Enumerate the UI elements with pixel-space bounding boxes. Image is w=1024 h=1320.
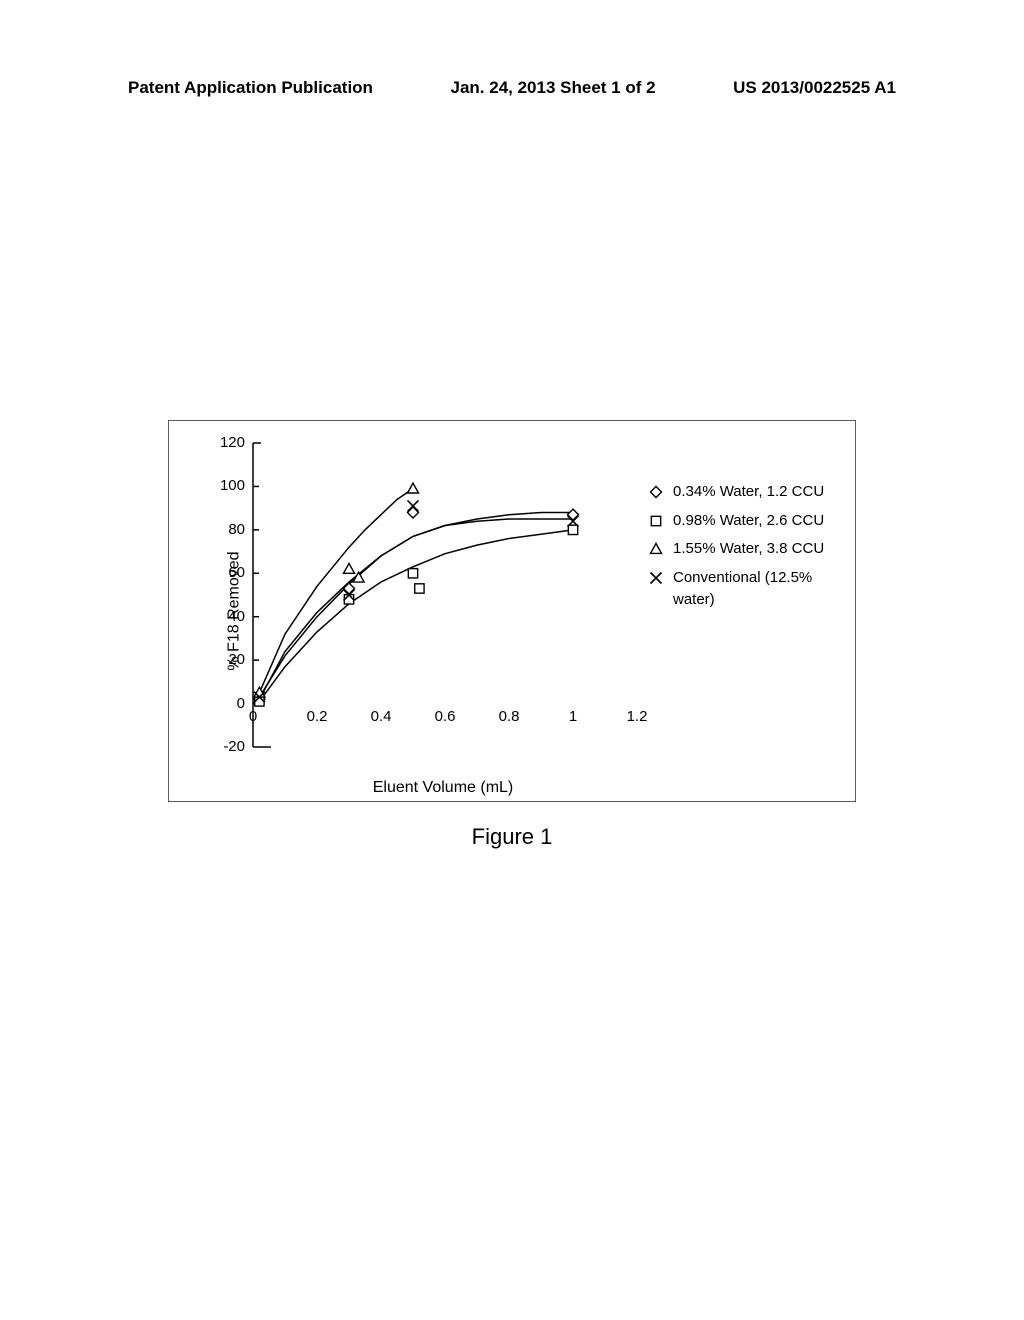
header-left: Patent Application Publication [128,78,373,98]
y-tick-label: 40 [205,608,245,625]
figure-1-container: % F18 Removed -2002040608010012000.20.40… [168,420,856,802]
figure-caption: Figure 1 [0,824,1024,850]
header-center: Jan. 24, 2013 Sheet 1 of 2 [451,78,656,98]
square-icon [647,512,665,530]
x-tick-label: 1 [558,708,588,725]
legend-label: 0.34% Water, 1.2 CCU [673,481,841,504]
y-tick-label: 120 [205,434,245,451]
legend-item: Conventional (12.5% water) [647,567,841,612]
x-icon [647,569,665,587]
x-tick-label: 1.2 [622,708,652,725]
y-tick-label: -20 [205,738,245,755]
x-tick-label: 0.6 [430,708,460,725]
legend-label: 1.55% Water, 3.8 CCU [673,538,841,561]
y-tick-label: 20 [205,651,245,668]
y-tick-label: 60 [205,564,245,581]
x-tick-label: 0.8 [494,708,524,725]
x-tick-label: 0 [238,708,268,725]
triangle-icon [647,540,665,558]
legend-item: 0.98% Water, 2.6 CCU [647,510,841,533]
page-header: Patent Application Publication Jan. 24, … [0,78,1024,98]
y-tick-label: 100 [205,477,245,494]
legend-label: Conventional (12.5% water) [673,567,841,612]
legend-item: 0.34% Water, 1.2 CCU [647,481,841,504]
x-tick-label: 0.2 [302,708,332,725]
x-tick-label: 0.4 [366,708,396,725]
x-axis-label: Eluent Volume (mL) [243,779,643,797]
chart-legend: 0.34% Water, 1.2 CCU 0.98% Water, 2.6 CCU… [647,481,841,618]
y-tick-label: 80 [205,521,245,538]
legend-item: 1.55% Water, 3.8 CCU [647,538,841,561]
diamond-icon [647,483,665,501]
header-right: US 2013/0022525 A1 [733,78,896,98]
legend-label: 0.98% Water, 2.6 CCU [673,510,841,533]
